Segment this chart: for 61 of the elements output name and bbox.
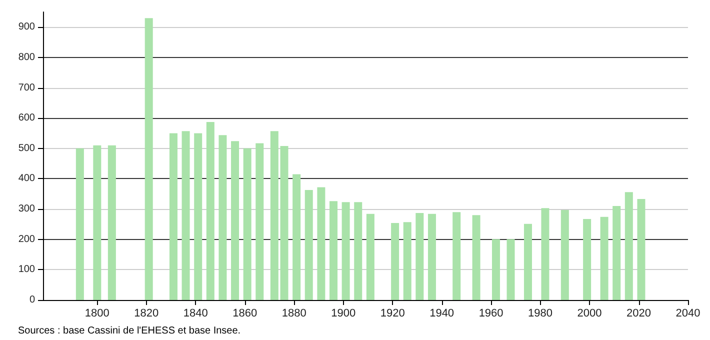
y-tick-label: 600 bbox=[18, 112, 36, 124]
bar bbox=[292, 174, 301, 300]
bar bbox=[342, 202, 350, 300]
bar bbox=[206, 122, 214, 300]
x-tick-label: 2000 bbox=[577, 308, 602, 320]
bar bbox=[637, 199, 646, 300]
bar bbox=[366, 214, 374, 300]
x-tick-label: 1800 bbox=[84, 308, 110, 320]
x-tick-label: 1860 bbox=[232, 308, 258, 320]
bar bbox=[93, 145, 102, 300]
bar bbox=[600, 216, 608, 300]
bar bbox=[612, 206, 621, 300]
bar bbox=[506, 239, 515, 300]
y-tick-label: 900 bbox=[18, 22, 36, 33]
bar bbox=[182, 131, 190, 300]
bar bbox=[108, 145, 116, 300]
bar bbox=[169, 133, 178, 300]
bar bbox=[243, 148, 252, 300]
x-tick-label: 1940 bbox=[430, 308, 454, 320]
y-tick-label: 500 bbox=[18, 142, 36, 154]
y-tick-label: 200 bbox=[18, 234, 36, 245]
x-tick-label: 2040 bbox=[676, 308, 700, 320]
x-tick-label: 2020 bbox=[626, 308, 652, 320]
bar bbox=[452, 212, 461, 300]
bar bbox=[231, 141, 240, 300]
bar bbox=[492, 239, 500, 300]
y-tick-label: 0 bbox=[29, 294, 36, 306]
y-tick-label: 700 bbox=[18, 82, 36, 94]
bar bbox=[280, 146, 288, 300]
bar bbox=[76, 148, 84, 300]
y-tick-label: 300 bbox=[18, 204, 36, 215]
bar bbox=[472, 215, 480, 300]
bar bbox=[144, 18, 153, 300]
bar bbox=[624, 192, 633, 300]
bar bbox=[304, 190, 313, 300]
x-tick-label: 1980 bbox=[528, 308, 553, 320]
bar bbox=[416, 212, 424, 300]
y-tick-label: 400 bbox=[18, 173, 36, 184]
bar bbox=[583, 219, 592, 300]
x-tick-label: 1840 bbox=[183, 308, 208, 320]
bar bbox=[218, 135, 227, 300]
bar bbox=[354, 202, 362, 300]
bar bbox=[541, 208, 550, 300]
bar bbox=[317, 187, 326, 300]
bar bbox=[560, 210, 569, 300]
y-tick-label: 800 bbox=[18, 52, 36, 63]
x-tick-label: 1960 bbox=[478, 308, 504, 320]
bar bbox=[428, 214, 436, 300]
x-tick-label: 1900 bbox=[331, 308, 356, 320]
bar bbox=[256, 143, 264, 300]
x-tick-label: 1920 bbox=[380, 308, 405, 320]
source-note: Sources : base Cassini de l'EHESS et base Insee. bbox=[18, 326, 241, 336]
bar bbox=[524, 224, 532, 300]
bar bbox=[391, 223, 400, 300]
bar bbox=[329, 201, 338, 300]
bar bbox=[270, 131, 278, 300]
x-tick-label: 1820 bbox=[134, 308, 159, 320]
bar bbox=[194, 133, 202, 300]
y-tick-label: 100 bbox=[18, 264, 36, 276]
x-tick-label: 1880 bbox=[282, 308, 306, 320]
bar bbox=[403, 222, 412, 300]
